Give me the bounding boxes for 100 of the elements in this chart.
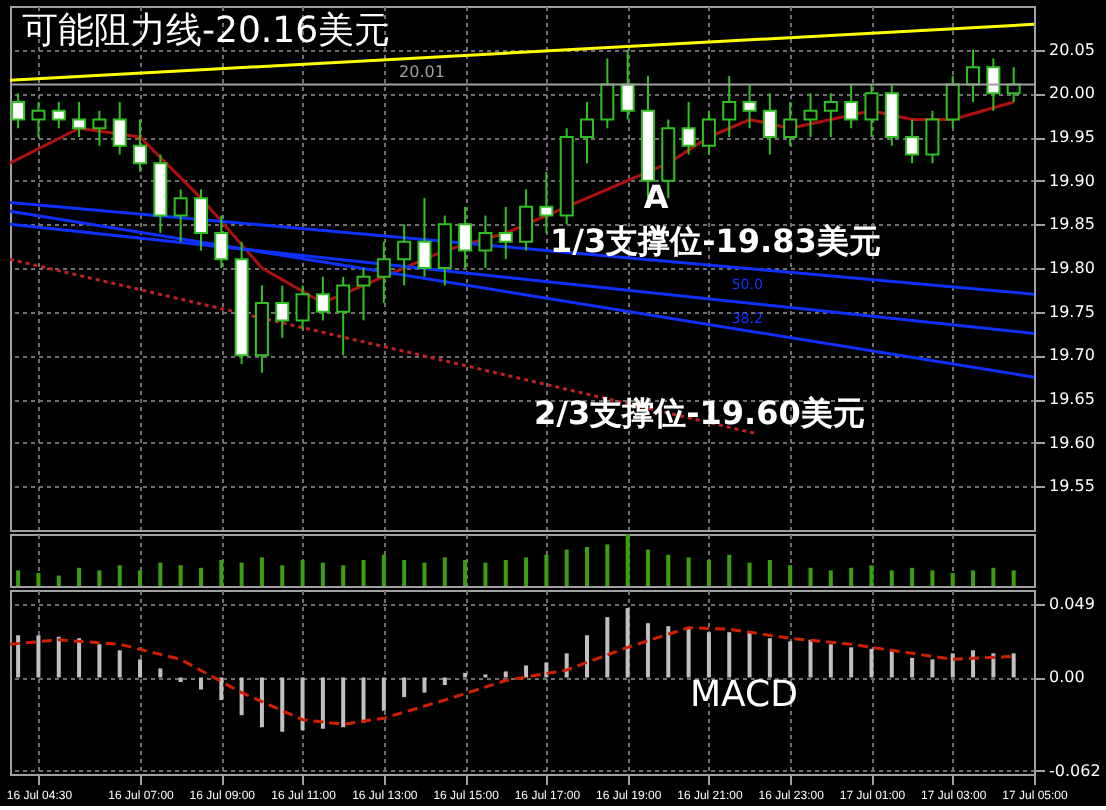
bar xyxy=(320,562,325,586)
candlestick xyxy=(478,214,493,269)
bar xyxy=(320,677,325,729)
y-tick-label: -0.062 xyxy=(1049,761,1101,780)
annotation: 可能阻力线-20.16美元 xyxy=(22,10,391,52)
bar xyxy=(971,570,976,586)
candlestick xyxy=(722,74,737,138)
bar xyxy=(544,662,549,678)
candlestick xyxy=(681,101,696,156)
candlestick xyxy=(112,101,127,156)
bar xyxy=(524,557,529,586)
bar xyxy=(381,677,386,711)
bar xyxy=(56,575,61,586)
bar xyxy=(178,565,183,586)
bar xyxy=(219,677,224,701)
bar xyxy=(1011,570,1016,586)
bar xyxy=(361,560,366,586)
bar xyxy=(767,638,772,678)
candlestick xyxy=(844,83,859,130)
bar xyxy=(239,562,244,586)
bar xyxy=(422,562,427,586)
bar xyxy=(808,639,813,678)
candlestick xyxy=(600,57,615,130)
bar xyxy=(686,557,691,586)
candlestick xyxy=(986,57,1001,112)
candlestick xyxy=(458,205,473,269)
bar xyxy=(727,554,732,586)
bar xyxy=(97,644,102,678)
annotation: MACD xyxy=(690,674,798,716)
candlestick xyxy=(11,92,26,130)
bar xyxy=(950,573,955,586)
bar xyxy=(77,638,82,678)
y-tick-label: 19.95 xyxy=(1049,128,1095,146)
bar xyxy=(930,659,935,678)
candlestick xyxy=(51,101,66,130)
bar xyxy=(117,565,122,586)
y-tick-label: 20.00 xyxy=(1049,84,1095,103)
bar xyxy=(564,549,569,586)
annotation: A xyxy=(643,178,670,217)
candlestick xyxy=(173,188,188,243)
bar xyxy=(686,627,691,678)
candlestick xyxy=(864,83,879,138)
bar xyxy=(889,570,894,586)
bar xyxy=(402,560,407,586)
bar xyxy=(747,562,752,586)
bar xyxy=(503,671,508,678)
bar xyxy=(361,677,366,723)
candlestick xyxy=(376,240,391,304)
bar xyxy=(950,653,955,678)
bar xyxy=(442,557,447,586)
bar xyxy=(503,560,508,586)
candlestick xyxy=(193,188,208,252)
bar xyxy=(280,677,285,732)
bar xyxy=(117,650,122,678)
annotation: 2/3支撑位-19.60美元 xyxy=(534,394,865,432)
candlestick xyxy=(397,223,412,287)
bar xyxy=(910,567,915,586)
bar xyxy=(706,632,711,678)
candlestick xyxy=(31,101,46,138)
bar xyxy=(991,567,996,586)
bar xyxy=(422,677,427,693)
bar xyxy=(158,668,163,678)
bar xyxy=(300,560,305,586)
bar xyxy=(666,554,671,586)
bar xyxy=(97,570,102,586)
bar xyxy=(198,677,203,690)
candlestick xyxy=(133,118,148,173)
bar xyxy=(930,570,935,586)
bar xyxy=(625,608,630,678)
candlestick xyxy=(519,188,534,252)
candlestick xyxy=(783,101,798,147)
bar xyxy=(36,635,41,678)
candlestick xyxy=(417,197,432,278)
bar xyxy=(524,665,529,678)
bar xyxy=(16,635,21,678)
bar xyxy=(463,560,468,586)
bar xyxy=(869,565,874,586)
y-tick-label: 19.75 xyxy=(1049,302,1095,321)
bar xyxy=(605,617,610,678)
bar xyxy=(280,565,285,586)
candlestick xyxy=(701,109,716,156)
bar xyxy=(645,549,650,586)
candlestick xyxy=(275,284,290,339)
candlestick xyxy=(539,170,554,235)
y-tick-label: 19.70 xyxy=(1049,346,1095,365)
candlestick xyxy=(580,101,595,165)
bar xyxy=(788,641,793,678)
bar xyxy=(585,547,590,586)
bar xyxy=(706,560,711,586)
bar xyxy=(1011,653,1016,678)
y-tick-label: 19.85 xyxy=(1049,215,1095,234)
bar xyxy=(910,657,915,678)
bar xyxy=(849,567,854,586)
ref-line-label: 20.01 xyxy=(399,62,445,81)
bar xyxy=(808,567,813,586)
bar xyxy=(158,562,163,586)
bar xyxy=(36,573,41,586)
candlestick xyxy=(742,83,757,130)
bar xyxy=(889,650,894,678)
y-tick-label: 19.90 xyxy=(1049,171,1095,190)
